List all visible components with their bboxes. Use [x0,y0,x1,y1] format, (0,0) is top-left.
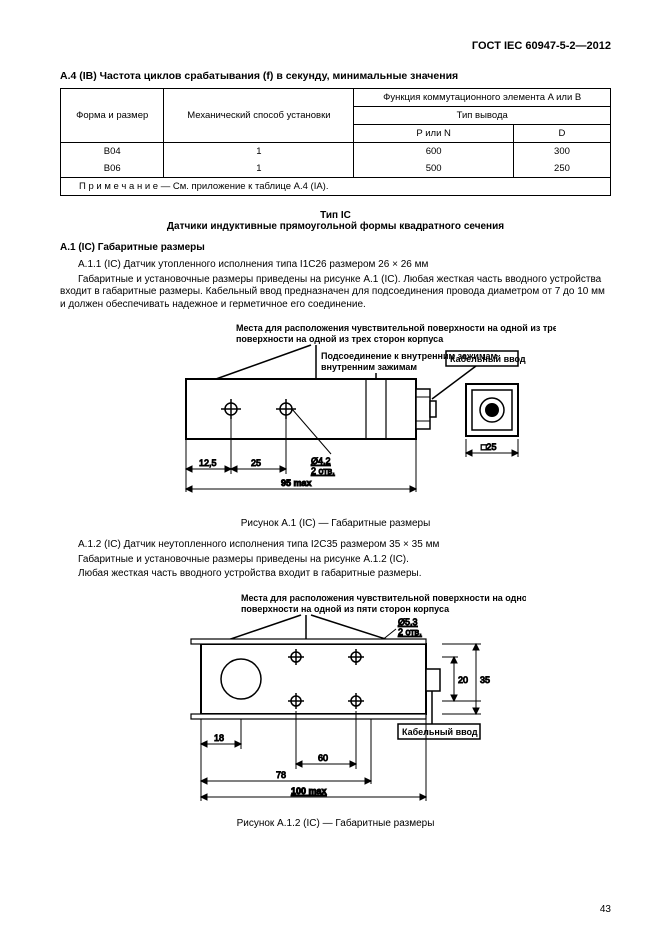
svg-text:внутренним зажимам: внутренним зажимам [321,362,417,372]
th-type: Тип вывода [354,107,611,125]
fig2-dim-35: 35 [480,675,490,685]
th-func: Функция коммутационного элемента A или B [354,89,611,107]
table-row: B06 1 500 250 [61,160,611,178]
fig2-dim-60: 60 [318,753,328,763]
cell-pn: 500 [354,160,514,178]
cell-d: 250 [513,160,610,178]
figure-a12: Места для расположения чувствительной по… [60,589,611,812]
fig2-label-cable: Кабельный ввод [402,727,478,737]
fig2-dim-100max: 100 max [291,786,327,796]
fig1-label-cable: Кабельный ввод [450,354,526,364]
page: ГОСТ IEC 60947-5-2—2012 А.4 (IB) Частота… [0,0,661,935]
fig2-dim-20: 20 [458,675,468,685]
fig1-dim-2otv: 2 отв. [311,466,335,476]
fig1-dim-25: 25 [251,458,261,468]
th-form: Форма и размер [61,89,164,143]
cell-mech: 1 [164,143,354,161]
table-row: B04 1 600 300 [61,143,611,161]
subtitle-l1: Тип IC [60,210,611,221]
a12-p1: А.1.2 (IC) Датчик неутопленного исполнен… [60,539,611,552]
table-a4: Форма и размер Механический способ устан… [60,88,611,196]
fig1-caption: Рисунок А.1 (IC) — Габаритные размеры [60,518,611,529]
fig2-caption: Рисунок А.1.2 (IC) — Габаритные размеры [60,818,611,829]
fig2-dim-18: 18 [214,733,224,743]
doc-header: ГОСТ IEC 60947-5-2—2012 [60,40,611,52]
fig1-dim-sq25: □25 [481,442,496,452]
th-pn: P или N [354,125,514,143]
subtitle: Тип IC Датчики индуктивные прямоугольной… [60,210,611,232]
page-number: 43 [600,904,611,915]
fig2-dim-2otv: 2 отв. [398,627,422,637]
svg-text:поверхности на одной из трех с: поверхности на одной из трех сторон корп… [236,334,444,344]
fig1-label-sens: Места для расположения чувствительной по… [236,323,556,333]
a11-p1: А.1.1 (IC) Датчик утопленного исполнения… [60,259,611,272]
section-a4-title: А.4 (IB) Частота циклов срабатывания (f)… [60,70,611,82]
cell-form: B04 [61,143,164,161]
table-note: П р и м е ч а н и е — См. приложение к т… [61,178,611,196]
fig1-dim-d4-2: Ø4,2 [311,456,331,466]
th-d: D [513,125,610,143]
a12-p3: Любая жесткая часть вводного устройства … [60,568,611,581]
fig1-dim-12-5: 12,5 [199,458,217,468]
a11-p2: Габаритные и установочные размеры привед… [60,274,611,312]
cell-d: 300 [513,143,610,161]
subtitle-l2: Датчики индуктивные прямоугольной формы … [60,221,611,232]
th-mech: Механический способ установки [164,89,354,143]
cell-mech: 1 [164,160,354,178]
a1-title: А.1 (IC) Габаритные размеры [60,242,611,253]
a12-p2: Габаритные и установочные размеры привед… [60,554,611,567]
fig2-dim-d5-3: Ø5,3 [398,617,418,627]
cell-form: B06 [61,160,164,178]
svg-text:поверхности на одной из пяти с: поверхности на одной из пяти сторон корп… [241,604,450,614]
cell-pn: 600 [354,143,514,161]
fig1-dim-95max: 95 max [281,478,312,488]
fig2-label-sens: Места для расположения чувствительной по… [241,593,526,603]
figure-a1: Места для расположения чувствительной по… [60,319,611,512]
fig2-dim-78: 78 [276,770,286,780]
